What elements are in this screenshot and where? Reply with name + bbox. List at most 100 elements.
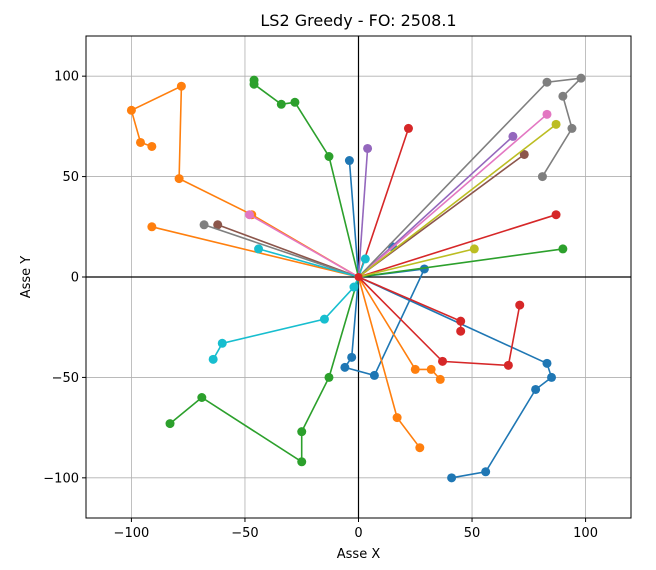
route-point	[481, 467, 491, 477]
route-3	[358, 276, 557, 483]
route-point	[537, 172, 547, 182]
y-tick-label: 100	[54, 70, 79, 85]
route-point	[276, 99, 286, 109]
route-point	[403, 123, 413, 133]
route-point	[340, 362, 350, 372]
route-point	[542, 109, 552, 119]
x-tick-label: −100	[114, 526, 150, 541]
route-point	[249, 75, 259, 85]
route-point	[515, 300, 525, 310]
route-line	[358, 123, 557, 278]
route-line	[151, 226, 359, 278]
route-point	[165, 419, 175, 429]
route-point	[519, 149, 529, 159]
route-point	[410, 364, 420, 374]
route-19	[245, 210, 359, 278]
route-point	[147, 222, 157, 232]
route-point	[447, 473, 457, 483]
route-point	[547, 372, 557, 382]
route-point	[297, 427, 307, 437]
route-point	[508, 131, 518, 141]
route-line	[258, 248, 359, 278]
route-22	[357, 73, 586, 278]
route-7	[357, 276, 425, 453]
route-point	[469, 244, 479, 254]
route-line	[357, 113, 548, 278]
route-point	[324, 152, 334, 161]
route-point	[503, 360, 513, 370]
y-tick-label: −50	[52, 371, 79, 386]
route-line	[358, 276, 553, 479]
route-10	[358, 244, 568, 278]
route-point	[542, 77, 552, 87]
route-point	[551, 119, 561, 129]
route-point	[176, 81, 186, 91]
route-point	[208, 354, 218, 364]
route-13	[358, 276, 466, 336]
chart-title: LS2 Greedy - FO: 2508.1	[260, 11, 456, 30]
axis-ticks: −100 −50 0 50 100 −100 −50 0 50 100	[43, 70, 598, 541]
route-point	[136, 137, 145, 147]
route-line	[358, 248, 564, 278]
route-point	[254, 244, 264, 254]
route-point	[217, 338, 227, 348]
route-point	[290, 97, 300, 107]
x-axis-label: Asse X	[337, 547, 381, 562]
route-point	[344, 156, 354, 166]
route-point	[438, 356, 448, 366]
route-point	[147, 141, 157, 151]
route-6	[357, 276, 445, 384]
x-tick-label: 0	[354, 526, 362, 541]
y-tick-label: −100	[43, 471, 79, 486]
route-2	[340, 264, 429, 380]
x-tick-label: 50	[464, 526, 481, 541]
route-27	[208, 276, 360, 364]
route-point	[347, 352, 357, 362]
y-axis-label: Asse Y	[19, 256, 34, 299]
route-line	[249, 214, 359, 278]
route-point	[392, 413, 402, 423]
depot-point	[354, 273, 363, 281]
route-point	[174, 174, 184, 184]
route-point	[456, 326, 466, 336]
route-point	[324, 372, 334, 382]
route-point	[213, 220, 223, 230]
route-point	[319, 314, 329, 324]
route-point	[199, 220, 209, 230]
route-point	[197, 393, 207, 402]
route-point	[245, 210, 254, 220]
route-point	[567, 123, 577, 133]
x-tick-label: −50	[231, 526, 258, 541]
y-tick-label: 50	[62, 170, 79, 185]
route-point	[551, 210, 561, 220]
route-15	[357, 143, 373, 278]
route-line	[203, 224, 359, 278]
route-point	[435, 374, 445, 384]
route-24	[358, 244, 479, 278]
route-point	[297, 457, 307, 467]
route-5	[147, 222, 359, 278]
route-point	[363, 143, 373, 153]
route-series	[126, 73, 586, 483]
route-8	[249, 75, 360, 278]
route-point	[419, 264, 429, 274]
route-point	[360, 254, 370, 264]
x-tick-label: 100	[573, 526, 598, 541]
route-line	[357, 276, 441, 380]
y-tick-label: 0	[71, 271, 79, 286]
route-line	[358, 248, 475, 278]
route-line	[357, 135, 514, 278]
route-point	[558, 244, 568, 254]
route-line	[358, 213, 557, 278]
route-16	[357, 131, 518, 278]
route-point	[576, 73, 586, 83]
route-point	[531, 384, 541, 394]
route-point	[456, 316, 466, 326]
route-23	[358, 119, 561, 278]
route-9	[165, 276, 360, 467]
route-point	[369, 370, 379, 380]
route-line	[357, 276, 521, 367]
route-14	[357, 276, 525, 370]
